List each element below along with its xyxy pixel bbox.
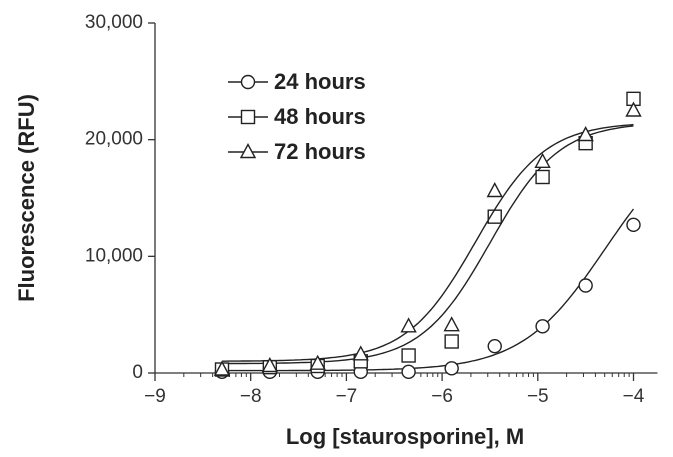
point: [444, 334, 459, 349]
legend-marker: [239, 143, 257, 159]
legend-label: 24 hours: [274, 69, 366, 94]
point: [352, 345, 369, 361]
fit-curve: [222, 123, 634, 362]
point: [443, 316, 460, 332]
x-axis-label: Log [staurosporine], M: [286, 424, 524, 449]
fit-curve: [222, 125, 634, 365]
point: [486, 182, 503, 198]
point: [487, 338, 502, 354]
y-tick-label: 10,000: [85, 245, 143, 266]
x-tick-label: −4: [623, 386, 645, 407]
point: [577, 126, 594, 142]
x-tick-label: −5: [527, 386, 549, 407]
point: [401, 364, 416, 380]
point: [535, 169, 550, 185]
legend-marker: [240, 74, 256, 90]
point: [625, 101, 642, 117]
y-tick-label: 30,000: [85, 12, 143, 33]
x-tick-label: −8: [240, 386, 262, 407]
y-axis-label: Fluorescence (RFU): [14, 94, 39, 302]
point: [534, 152, 551, 169]
point: [213, 360, 231, 376]
point: [261, 357, 279, 373]
legend-label: 48 hours: [274, 104, 366, 129]
x-tick-label: −9: [144, 386, 166, 407]
x-tick-label: −7: [336, 386, 358, 407]
point: [309, 354, 326, 370]
point: [400, 317, 417, 333]
point: [578, 278, 593, 293]
y-tick-label: 20,000: [85, 129, 143, 150]
point: [535, 319, 550, 334]
point: [401, 348, 416, 363]
y-tick-label: 0: [132, 362, 143, 383]
legend-marker: [240, 109, 256, 125]
fit-curve: [222, 208, 635, 372]
point: [444, 361, 459, 376]
point: [626, 217, 641, 233]
legend-label: 72 hours: [274, 139, 366, 164]
x-tick-label: −6: [431, 386, 453, 407]
